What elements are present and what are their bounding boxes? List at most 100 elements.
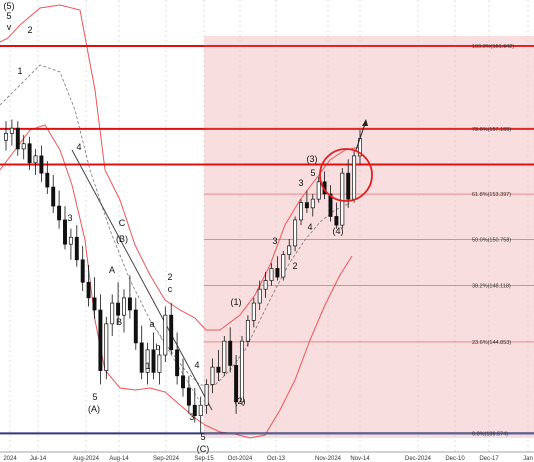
- fib-level-label-4: 38.2%(148.118): [472, 283, 511, 289]
- wave-label-17: 2: [167, 272, 172, 282]
- x-tick-label-8: Nov-2024: [315, 456, 342, 462]
- x-tick-label-11: Dec-10: [445, 456, 465, 462]
- wave-label-16: c: [168, 284, 173, 294]
- candle-body-5: [33, 155, 38, 164]
- candle-body-38: [228, 340, 233, 366]
- candle-body-51: [304, 202, 309, 209]
- candle-body-27: [163, 314, 168, 356]
- candle-body-36: [216, 366, 221, 373]
- candle-body-41: [245, 320, 250, 342]
- candle-body-25: [151, 349, 156, 373]
- candle-body-48: [287, 245, 292, 255]
- candle-body-59: [352, 155, 357, 200]
- x-tick-label-6: Oct-2024: [228, 456, 253, 462]
- trend-lines: [71, 149, 213, 411]
- candle-body-31: [186, 387, 191, 406]
- candle-body-37: [222, 340, 227, 373]
- candle-body-18: [110, 302, 115, 325]
- x-tick-label-9: Nov-14: [350, 456, 370, 462]
- candle-body-12: [74, 236, 79, 261]
- bollinger-lower-band: [0, 124, 353, 439]
- candle-body-15: [92, 297, 97, 311]
- candle-body-55: [328, 193, 333, 217]
- wave-label-24: 3: [272, 236, 277, 246]
- candle-body-30: [181, 375, 185, 389]
- candle-body-21: [127, 297, 132, 311]
- bollinger-bands: [0, 4, 361, 439]
- candle-body-52: [310, 198, 315, 209]
- candles: [4, 119, 362, 433]
- projection-arrow-head: [362, 119, 368, 126]
- wave-label-0: (5): [4, 1, 15, 11]
- candle-body-47: [281, 254, 286, 278]
- wave-label-15: 1: [145, 361, 150, 371]
- wave-label-27: 5: [310, 168, 315, 178]
- x-tick-label-2: Aug-2024: [73, 456, 100, 462]
- candle-body-17: [104, 323, 109, 371]
- candle-body-57: [340, 172, 345, 226]
- x-axis: 2024 Jul-14 Aug-2024 Aug-14 Sep-2024 Sep-15 Oc…: [0, 451, 534, 462]
- wave-label-2: v: [7, 22, 12, 32]
- trend-line-down: [71, 149, 213, 411]
- highlight-circle: [319, 148, 373, 202]
- wave-label-26: (3): [307, 154, 318, 164]
- candle-body-7: [45, 172, 50, 188]
- candle-body-14: [86, 281, 91, 299]
- candle-body-56: [334, 216, 339, 226]
- wave-label-22: (1): [231, 297, 242, 307]
- wave-label-5: 3: [67, 213, 72, 223]
- candle-body-33: [198, 404, 203, 416]
- wave-label-25: 2: [292, 261, 297, 271]
- candle-body-53: [316, 181, 321, 200]
- candle-body-4: [27, 143, 32, 164]
- wave-label-8: (A): [88, 404, 100, 414]
- fib-level-label-5: 23.6%(144.853): [472, 340, 511, 346]
- wave-label-23: (2): [235, 396, 246, 406]
- candle-body-32: [192, 404, 197, 416]
- candle-body-13: [80, 259, 85, 283]
- wave-label-9: (B): [116, 234, 128, 244]
- x-tick-label-10: Dec-2024: [405, 456, 432, 462]
- wave-label-10: C: [119, 218, 126, 228]
- wave-label-28: 4: [307, 222, 312, 232]
- candle-body-3: [21, 143, 26, 150]
- annotations: [319, 119, 373, 202]
- wave-label-1: 5: [6, 11, 11, 21]
- fib-level-label-2: 61.8%(153.397): [472, 192, 511, 198]
- fib-level-label-0: 100.0%(161.942): [472, 44, 514, 50]
- candle-body-35: [210, 366, 215, 385]
- wave-label-12: B: [116, 317, 122, 327]
- candle-body-44: [263, 280, 268, 290]
- x-tick-label-4: Sep-2024: [153, 456, 180, 462]
- candle-body-29: [175, 349, 180, 377]
- fib-level-label-3: 50.0%(150.758): [472, 238, 511, 244]
- fib-level-label-6: 0.0%(139.574): [472, 431, 508, 437]
- projection-zone-fill: [204, 36, 534, 438]
- candle-body-20: [122, 297, 126, 316]
- trend-line-dashed: [149, 319, 201, 403]
- wave-label-29: 3: [298, 178, 303, 188]
- candle-body-0: [4, 132, 8, 141]
- wave-label-11: A: [109, 265, 115, 275]
- candle-body-9: [57, 205, 62, 221]
- candle-body-22: [133, 309, 138, 344]
- candle-body-46: [275, 268, 280, 278]
- candle-body-45: [269, 268, 274, 281]
- wave-label-20: 5: [200, 432, 205, 442]
- candle-body-43: [257, 288, 262, 304]
- middle-band: [0, 64, 351, 386]
- candle-body-24: [145, 349, 150, 373]
- candle-body-26: [157, 354, 162, 373]
- candle-body-6: [39, 155, 44, 174]
- candle-body-34: [204, 384, 209, 406]
- candle-body-58: [346, 172, 351, 200]
- candle-body-50: [299, 202, 303, 221]
- x-tick-label-3: Aug-14: [109, 456, 129, 462]
- x-tick-label-13: Jan: [523, 456, 533, 462]
- fibonacci-levels: 100.0%(161.942) 78.6%(157.155) 61.8%(153.3…: [204, 44, 534, 437]
- candle-body-23: [139, 342, 144, 373]
- wave-label-6: 4: [76, 142, 81, 152]
- candle-body-8: [51, 186, 56, 207]
